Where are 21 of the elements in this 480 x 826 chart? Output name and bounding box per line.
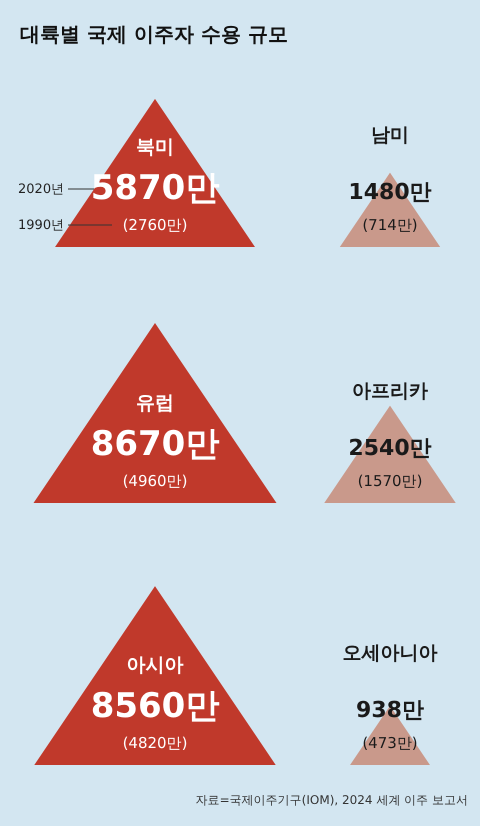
data-label: 5870만 [90,168,220,208]
series-label: 2020년 [18,182,64,197]
data-label: 938만 [356,698,424,723]
category-label: 아프리카 [352,380,428,402]
category-label: 북미 [136,136,174,158]
data-label: (4960만) [122,472,188,490]
data-label: 8560만 [90,686,220,726]
legend-label: 1990년 [18,218,64,233]
category-label: 유럽 [136,392,174,414]
category-label: 오세아니아 [342,642,438,664]
category-label: 남미 [371,124,409,146]
data-label: (2760만) [122,216,188,234]
data-label: 1480만 [348,180,432,205]
data-label: 8670만 [90,424,220,464]
data-label: (4820만) [122,734,188,752]
data-label: (1570만) [358,472,422,490]
text: 대륙별 국제 이주자 수용 규모 [20,22,288,46]
text: 자료=국제이주기구(IOM), 2024 세계 이주 보고서 [196,793,468,807]
category-label: 아시아 [126,654,184,676]
data-label: (473만) [362,734,418,752]
data-label: (714만) [362,216,418,234]
